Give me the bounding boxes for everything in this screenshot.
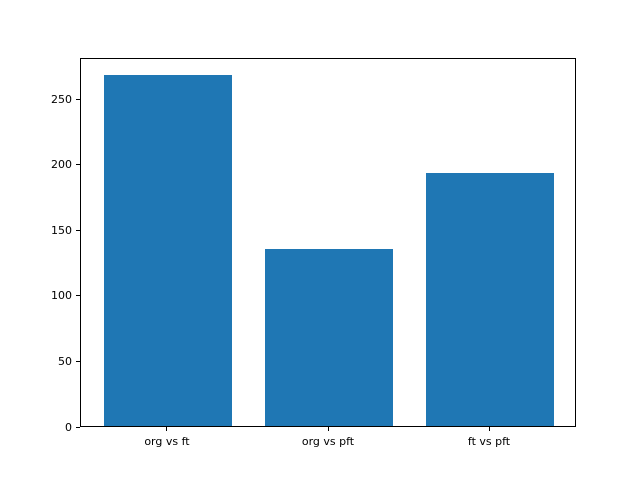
y-tick-label: 150 [51, 223, 72, 237]
y-tick-label: 0 [65, 420, 72, 434]
plot-area [80, 58, 576, 427]
x-tick-label: ft vs pft [467, 435, 511, 448]
y-tick-mark [76, 360, 80, 362]
bar-org-vs-pft [264, 248, 394, 426]
y-tick-mark [76, 229, 80, 231]
y-tick-label: 250 [51, 92, 72, 106]
y-tick-mark [76, 98, 80, 100]
y-tick-label: 200 [51, 158, 72, 172]
y-tick-mark [76, 295, 80, 297]
x-tick-mark [166, 427, 168, 431]
y-tick-label: 100 [51, 289, 72, 303]
x-tick-label: org vs pft [301, 435, 355, 448]
x-tick-mark [327, 427, 329, 431]
bar-ft-vs-pft [425, 172, 555, 426]
x-tick-mark [488, 427, 490, 431]
y-tick-mark [76, 164, 80, 166]
x-tick-label: org vs ft [144, 435, 190, 448]
y-tick-label: 50 [58, 354, 72, 368]
bar-org-vs-ft [103, 74, 233, 426]
y-tick-mark [76, 426, 80, 428]
